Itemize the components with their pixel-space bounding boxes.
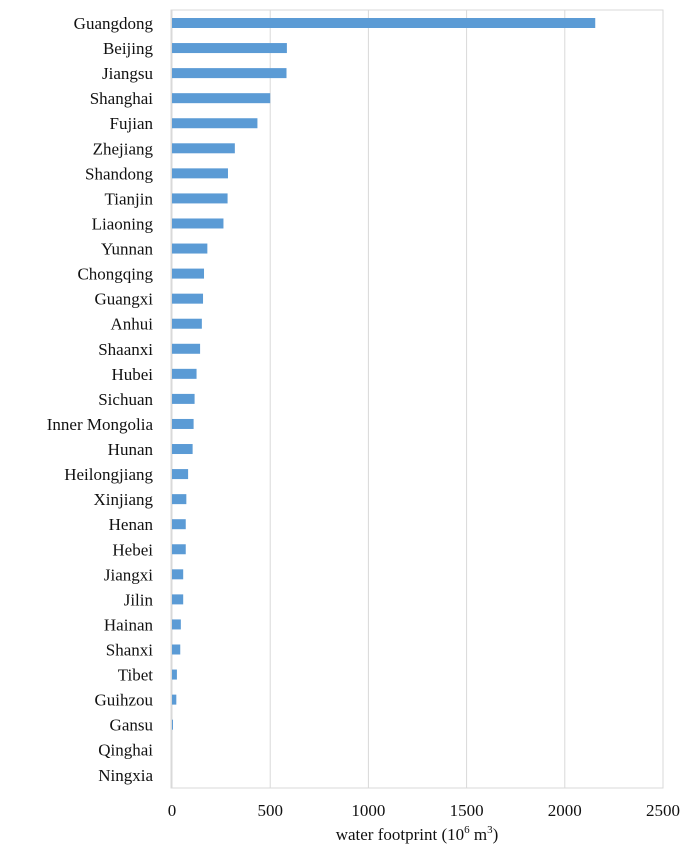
category-label-shanxi: Shanxi [106,641,154,660]
category-label-liaoning: Liaoning [92,214,154,233]
bar-shandong [172,168,228,179]
bar-zhejiang [172,143,235,154]
category-label-ningxia: Ningxia [98,766,153,785]
x-tick-labels: 0 500 1000 1500 2000 2500 [168,801,680,820]
category-label-fujian: Fujian [110,114,154,133]
category-label-hebei: Hebei [112,540,153,559]
category-label-beijing: Beijing [103,39,154,58]
x-tick-label-500: 500 [257,801,283,820]
category-label-qinghai: Qinghai [98,741,153,760]
category-labels: Guangdong Beijing Jiangsu Shanghai Fujian Zhe… [47,14,154,785]
bar-xinjiang [172,494,187,505]
category-label-heilongjiang: Heilongjiang [64,465,153,484]
x-tick-label-2500: 2500 [646,801,680,820]
category-label-jiangxi: Jiangxi [104,565,153,584]
category-label-jiangsu: Jiangsu [102,64,154,83]
x-tick-label-1000: 1000 [351,801,385,820]
category-label-shandong: Shandong [85,164,154,183]
x-tick-label-1500: 1500 [450,801,484,820]
bar-jiangsu [172,68,287,79]
bar-guangxi [172,293,204,304]
category-label-inner-mongolia: Inner Mongolia [47,415,154,434]
bar-hainan [172,619,181,630]
bar-henan [172,519,186,530]
category-label-shanghai: Shanghai [90,89,154,108]
x-tick-label-0: 0 [168,801,177,820]
x-axis-title-exponent-2: 3 [487,824,493,836]
category-label-hunan: Hunan [108,440,154,459]
bar-gansu [172,719,173,730]
category-label-guangdong: Guangdong [74,14,154,33]
bar-chongqing [172,268,205,279]
bars [172,18,596,730]
category-label-jilin: Jilin [124,590,154,609]
bar-tibet [172,669,177,680]
category-label-hainan: Hainan [104,615,154,634]
bar-liaoning [172,218,224,229]
bar-shaanxi [172,343,201,354]
bar-fujian [172,118,258,129]
category-label-guihzou: Guihzou [94,691,153,710]
bar-guangdong [172,18,596,28]
bar-hubei [172,368,197,379]
bar-sichuan [172,393,195,404]
bar-guihzou [172,694,177,705]
bar-hebei [172,544,186,555]
bar-jilin [172,594,184,605]
category-label-yunnan: Yunnan [101,240,153,259]
bar-tianjin [172,193,228,204]
category-label-tianjin: Tianjin [104,189,153,208]
bar-inner-mongolia [172,418,194,429]
x-axis-title: water footprint (106 m3) [336,824,499,844]
bar-heilongjiang [172,469,189,480]
bar-yunnan [172,243,208,254]
category-label-gansu: Gansu [110,716,154,735]
category-label-sichuan: Sichuan [98,390,153,409]
bar-hunan [172,444,193,455]
bar-shanghai [172,93,271,104]
category-label-tibet: Tibet [118,666,154,685]
category-label-anhui: Anhui [111,315,154,334]
category-label-hubei: Hubei [111,365,153,384]
bar-beijing [172,43,287,54]
x-axis-title-exponent-1: 6 [464,824,470,836]
category-label-chongqing: Chongqing [77,265,153,284]
category-label-xinjiang: Xinjiang [94,490,154,509]
category-label-guangxi: Guangxi [94,290,153,309]
x-tick-label-2000: 2000 [548,801,582,820]
category-label-henan: Henan [109,515,154,534]
bar-jiangxi [172,569,184,580]
category-label-shaanxi: Shaanxi [98,340,153,359]
bar-anhui [172,318,202,329]
bar-shanxi [172,644,181,655]
category-label-zhejiang: Zhejiang [93,139,154,158]
gridlines [170,9,664,789]
